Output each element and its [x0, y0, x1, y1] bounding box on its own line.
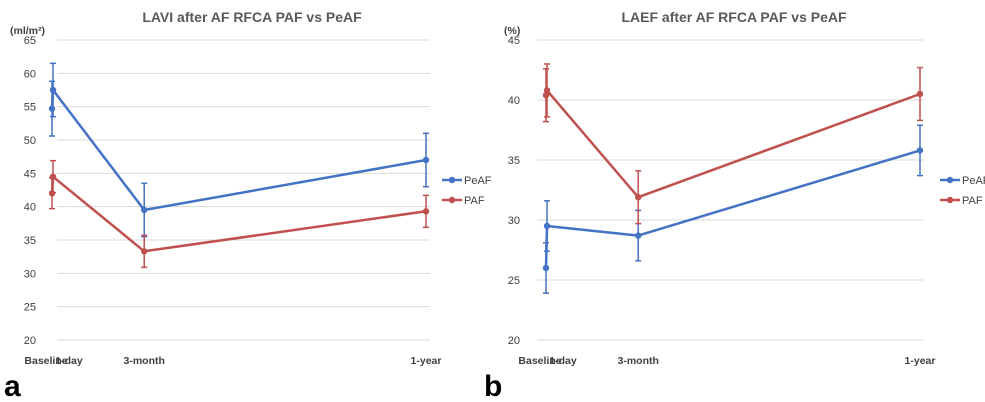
legend-label: PeAF	[464, 175, 492, 187]
y-tick-label: 40	[24, 202, 36, 214]
y-tick-label: 55	[24, 102, 36, 114]
panel-a: LAVI after AF RFCA PAF vs PeAF (ml/m²) 2…	[4, 9, 492, 402]
panel-b: LAEF after AF RFCA PAF vs PeAF (%) 20 25 3…	[484, 9, 985, 402]
legend-marker	[946, 196, 954, 204]
y-tick-label: 35	[24, 235, 36, 247]
y-tick-label: 65	[24, 35, 36, 47]
chart-title: LAVI after AF RFCA PAF vs PeAF	[142, 9, 362, 25]
series-line-peaf	[544, 149, 921, 269]
data-point	[635, 194, 642, 201]
data-point	[916, 90, 924, 98]
data-point	[543, 222, 551, 230]
x-tick-label: Baseline	[518, 355, 561, 367]
x-tick-label: Baseline	[24, 355, 67, 367]
series-line-peaf	[50, 88, 427, 212]
data-point	[543, 87, 551, 94]
y-tick-labels: 20 25 30 35 40 45	[508, 35, 520, 347]
gridlines	[537, 39, 924, 341]
panel-label: b	[484, 370, 502, 402]
x-tick-label: 1-day	[549, 355, 577, 367]
legend-marker	[946, 176, 954, 184]
legend-label: PeAF	[962, 175, 985, 187]
plot-area	[48, 62, 430, 269]
data-point	[635, 232, 642, 239]
data-point	[141, 248, 148, 255]
data-point	[49, 86, 57, 94]
y-tick-label: 45	[508, 35, 520, 47]
panel-label: a	[4, 370, 21, 402]
y-tick-label: 20	[508, 335, 520, 347]
legend-label: PAF	[962, 195, 983, 207]
data-point	[422, 156, 430, 164]
y-tick-label: 25	[508, 275, 520, 287]
data-point	[49, 173, 57, 180]
y-tick-label: 30	[24, 268, 36, 280]
series-line-paf	[544, 89, 921, 199]
legend: PeAF PAF	[442, 175, 492, 207]
y-axis-unit: (%)	[504, 25, 520, 37]
legend-marker	[448, 176, 456, 184]
chart-title: LAEF after AF RFCA PAF vs PeAF	[621, 9, 847, 25]
plot-area	[542, 63, 924, 294]
y-tick-label: 40	[508, 95, 520, 107]
gridlines	[57, 39, 430, 341]
legend-marker	[448, 196, 456, 204]
data-point	[422, 208, 430, 215]
data-point	[48, 105, 56, 112]
y-tick-labels: 20 25 30 35 40 45 50 55 60 65	[24, 35, 36, 347]
legend: PeAF PAF	[940, 175, 985, 207]
y-tick-label: 50	[24, 135, 36, 147]
x-tick-label: 1-year	[411, 355, 442, 367]
y-tick-label: 30	[508, 215, 520, 227]
data-point	[141, 206, 148, 214]
data-point	[542, 264, 550, 272]
y-tick-label: 60	[24, 68, 36, 80]
y-tick-label: 25	[24, 302, 36, 314]
x-tick-label: 3-month	[618, 355, 659, 367]
x-tick-label: 1-year	[905, 355, 936, 367]
x-tick-label: 3-month	[124, 355, 165, 367]
y-tick-label: 35	[508, 155, 520, 167]
y-axis-unit: (ml/m²)	[10, 25, 45, 37]
y-tick-label: 20	[24, 335, 36, 347]
x-tick-label: 1-day	[55, 355, 83, 367]
y-tick-label: 45	[24, 168, 36, 180]
legend-label: PAF	[464, 195, 485, 207]
data-point	[916, 147, 924, 154]
